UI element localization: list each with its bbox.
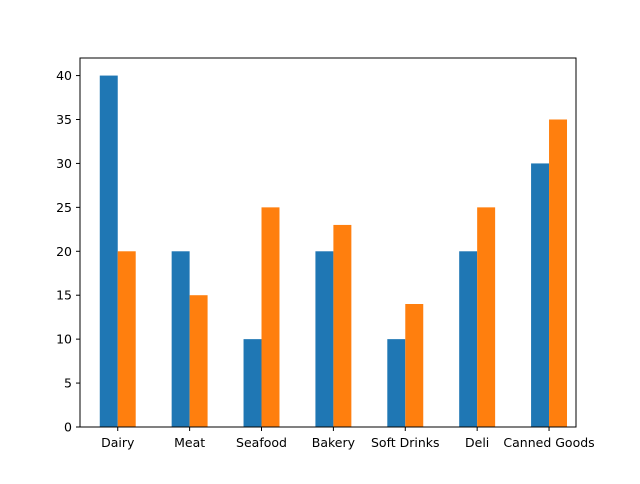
bar-series1-dairy: [99, 75, 118, 427]
x-tick-label: Dairy: [101, 435, 135, 450]
x-tick-label: Meat: [174, 435, 205, 450]
x-tick-label: Seafood: [236, 435, 287, 450]
bar-series1-seafood: [243, 339, 262, 427]
y-tick-label: 10: [56, 332, 72, 347]
plot-frame: [79, 57, 577, 428]
x-tick-label: Canned Goods: [503, 435, 594, 450]
bar-series2-canned-goods: [549, 119, 568, 427]
bar-series2-seafood: [261, 207, 280, 427]
bar-series2-bakery: [333, 224, 352, 427]
x-tick-label: Soft Drinks: [371, 435, 440, 450]
y-tick-label: 25: [56, 200, 72, 215]
bar-series2-meat: [189, 295, 208, 427]
bar-series2-deli: [477, 207, 496, 427]
y-tick-label: 30: [56, 156, 72, 171]
axes-layer: 0 5 10 15 20 25 30 35 40 Dairy Meat Seafood Bakery So…: [56, 57, 595, 450]
bar-series1-bakery: [315, 251, 334, 427]
bar-series1-soft-drinks: [387, 339, 406, 427]
bar-series1-deli: [459, 251, 478, 427]
y-tick-label: 5: [64, 376, 72, 391]
y-tick-label: 15: [56, 288, 72, 303]
y-tick-label: 40: [56, 68, 72, 83]
x-tick-label: Deli: [465, 435, 489, 450]
x-tick-label: Bakery: [312, 435, 356, 450]
y-tick-label: 20: [56, 244, 72, 259]
bar-series1-canned-goods: [531, 163, 550, 427]
bar-series2-dairy: [117, 251, 136, 427]
bars-layer: [99, 75, 568, 427]
bar-series2-soft-drinks: [405, 304, 424, 427]
bar-series1-meat: [171, 251, 190, 427]
y-tick-label: 35: [56, 112, 72, 127]
y-tick-label: 0: [64, 420, 72, 435]
